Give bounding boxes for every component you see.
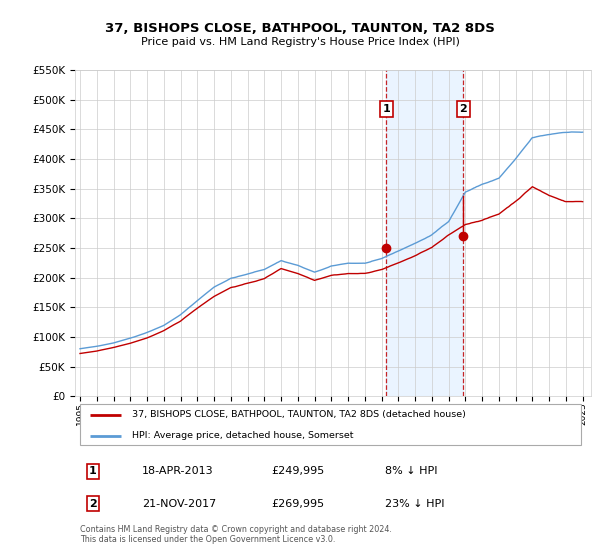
Text: £249,995: £249,995: [271, 466, 325, 476]
Text: 18-APR-2013: 18-APR-2013: [142, 466, 214, 476]
Text: 2: 2: [89, 499, 97, 509]
Text: HPI: Average price, detached house, Somerset: HPI: Average price, detached house, Some…: [132, 431, 353, 440]
Text: 37, BISHOPS CLOSE, BATHPOOL, TAUNTON, TA2 8DS (detached house): 37, BISHOPS CLOSE, BATHPOOL, TAUNTON, TA…: [132, 410, 466, 419]
Text: 8% ↓ HPI: 8% ↓ HPI: [385, 466, 437, 476]
Text: 23% ↓ HPI: 23% ↓ HPI: [385, 499, 444, 509]
Text: 1: 1: [383, 104, 391, 114]
Text: 1: 1: [89, 466, 97, 476]
Bar: [386, 70, 463, 396]
Text: 37, BISHOPS CLOSE, BATHPOOL, TAUNTON, TA2 8DS: 37, BISHOPS CLOSE, BATHPOOL, TAUNTON, TA…: [105, 22, 495, 35]
Text: £269,995: £269,995: [271, 499, 324, 509]
Text: Contains HM Land Registry data © Crown copyright and database right 2024.
This d: Contains HM Land Registry data © Crown c…: [80, 525, 392, 544]
Text: Price paid vs. HM Land Registry's House Price Index (HPI): Price paid vs. HM Land Registry's House …: [140, 37, 460, 47]
FancyBboxPatch shape: [80, 404, 581, 445]
Text: 2: 2: [460, 104, 467, 114]
Text: 21-NOV-2017: 21-NOV-2017: [142, 499, 217, 509]
